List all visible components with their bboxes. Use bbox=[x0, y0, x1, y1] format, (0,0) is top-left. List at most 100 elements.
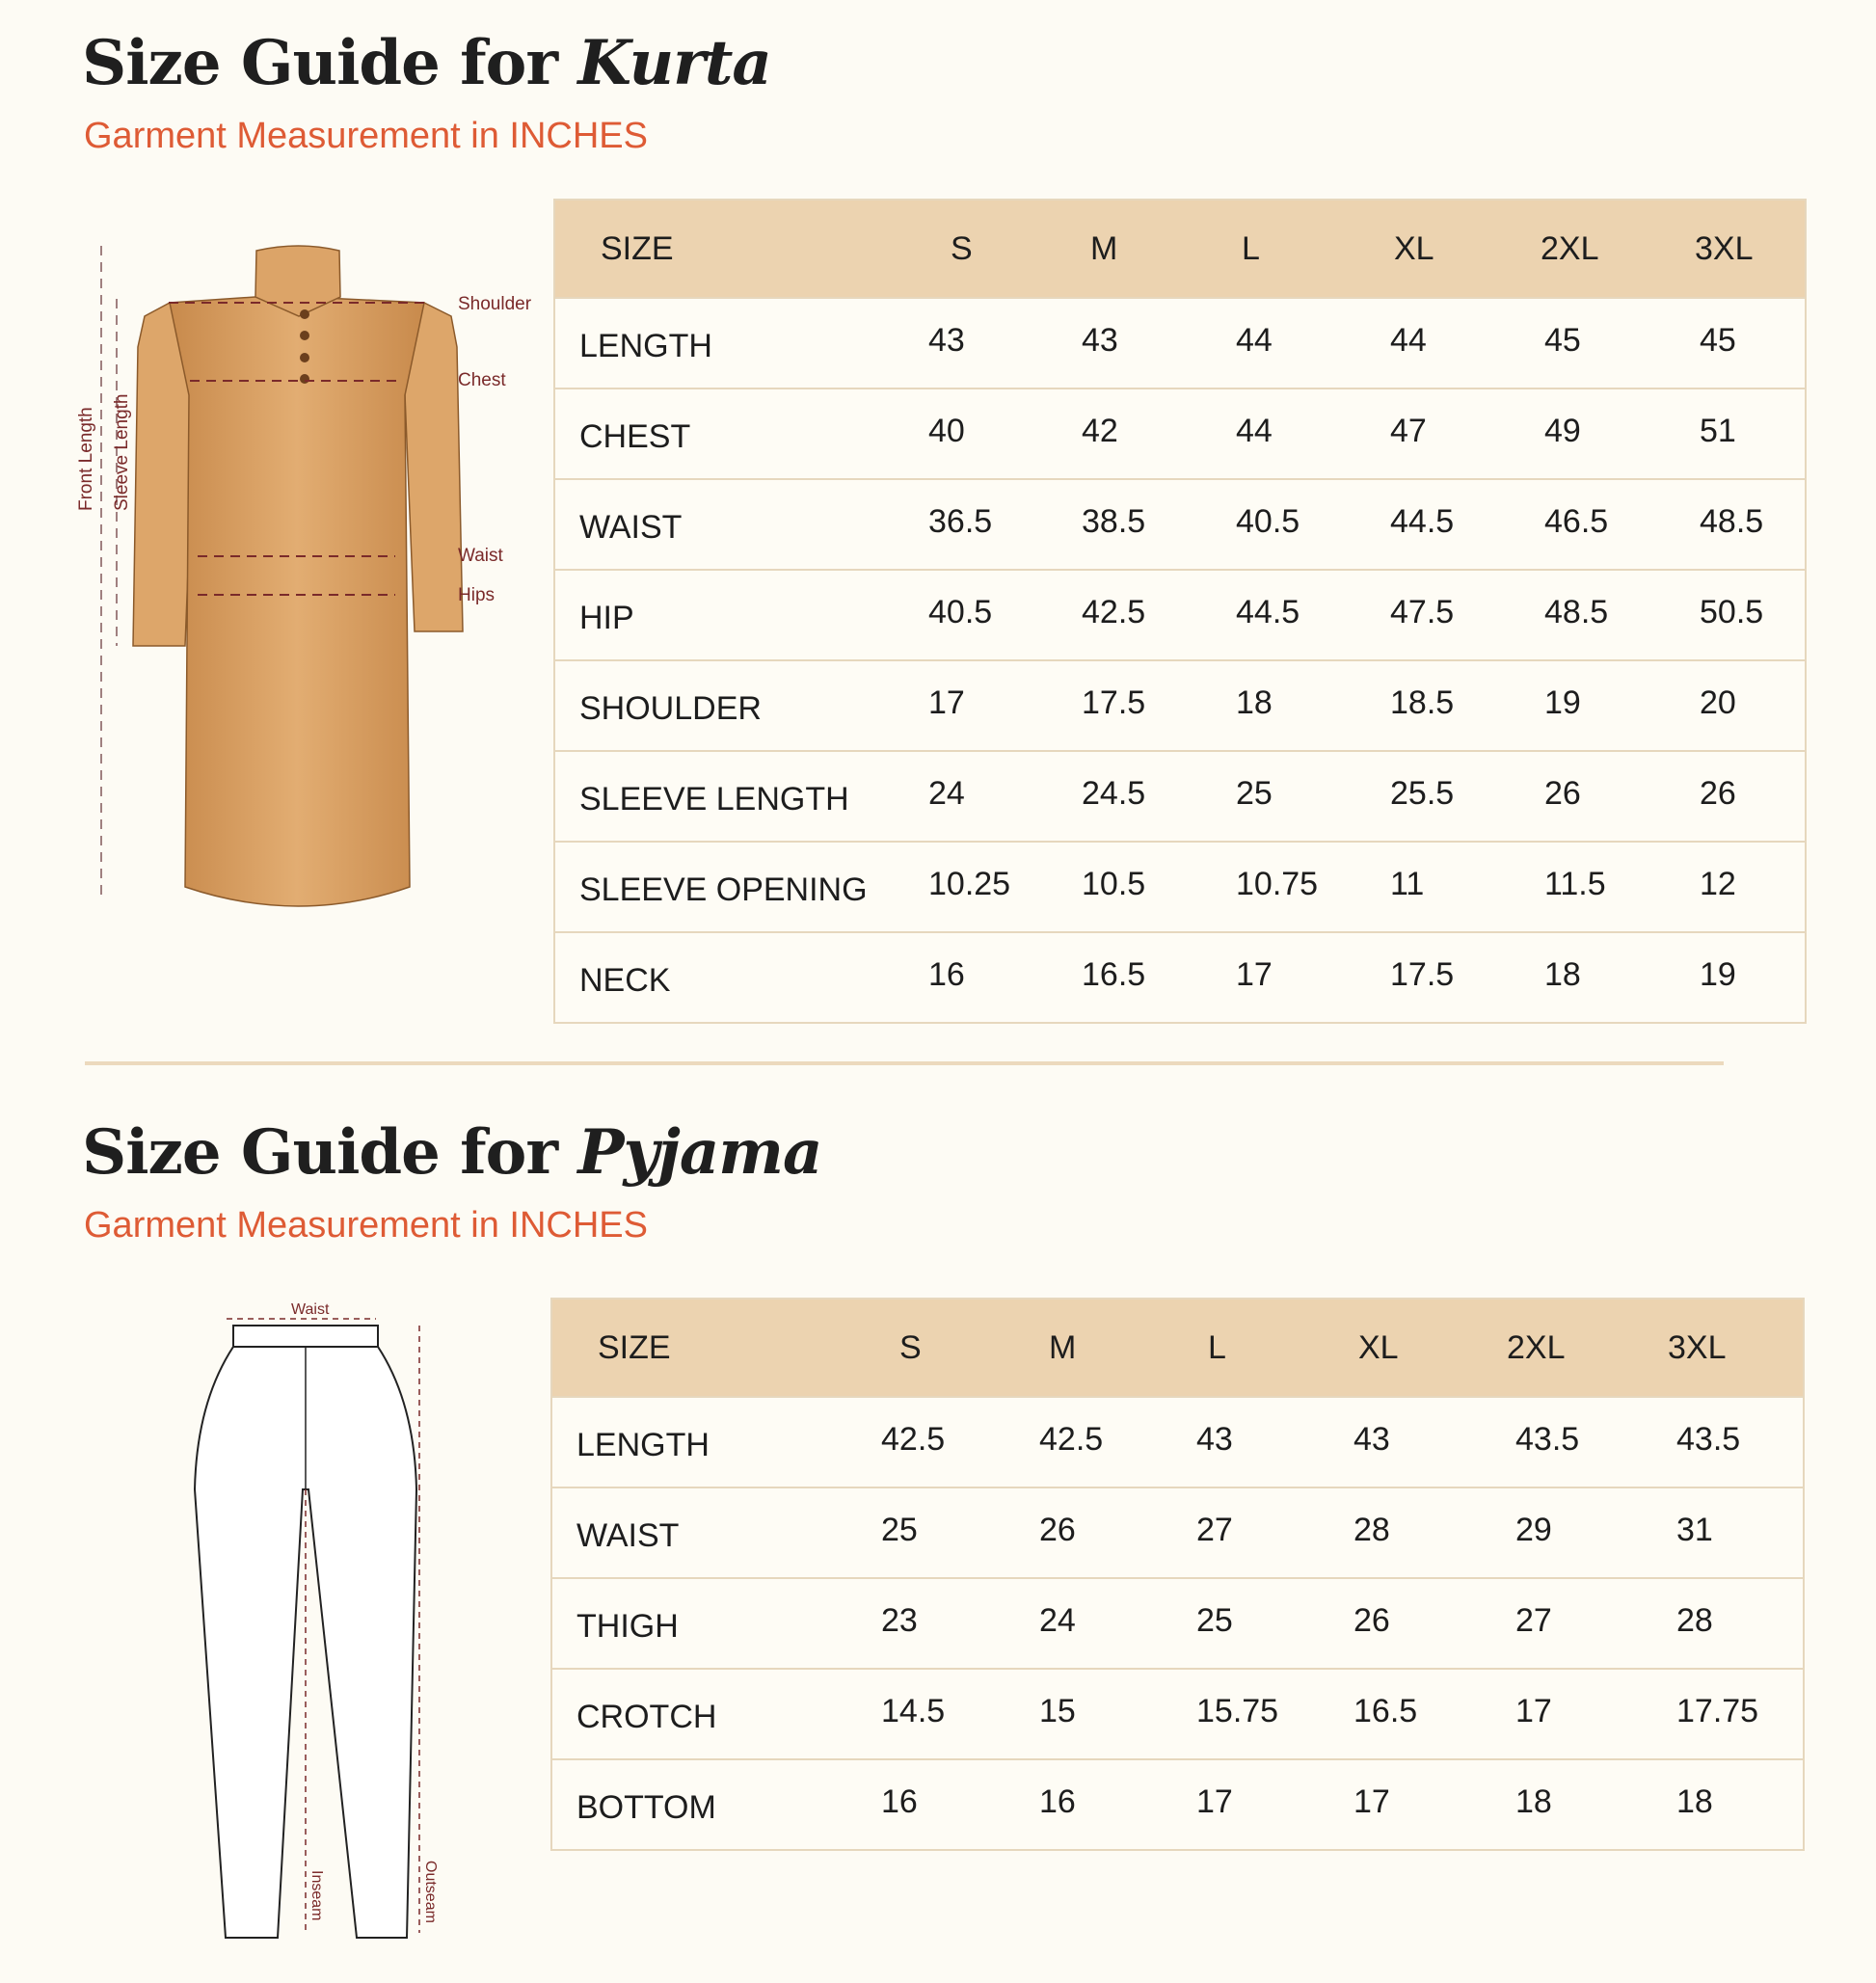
measurement-cell: 47 bbox=[1390, 413, 1427, 449]
measurement-cell: 16 bbox=[881, 1783, 918, 1820]
table-row: NECK 16 16.5 17 17.5 18 19 bbox=[555, 933, 1805, 1022]
kurta-title: Size Guide for Kurta bbox=[82, 27, 772, 99]
size-header: 2XL bbox=[1541, 230, 1599, 267]
measurement-cell: 44 bbox=[1236, 413, 1273, 449]
header-row: SIZE S M L XL 2XL 3XL bbox=[552, 1300, 1803, 1398]
label-sleeve-length: Sleeve Length bbox=[112, 394, 132, 512]
measurement-cell: 26 bbox=[1700, 775, 1736, 812]
size-header: M bbox=[1049, 1329, 1077, 1366]
row-label: BOTTOM bbox=[576, 1789, 716, 1826]
measurement-cell: 17.5 bbox=[1082, 684, 1146, 721]
measurement-cell: 15 bbox=[1039, 1693, 1076, 1729]
size-header: S bbox=[899, 1329, 922, 1366]
label-waist: Waist bbox=[291, 1301, 330, 1318]
measurement-cell: 28 bbox=[1353, 1512, 1390, 1548]
measurement-cell: 38.5 bbox=[1082, 503, 1146, 540]
measurement-cell: 14.5 bbox=[881, 1693, 946, 1729]
measurement-cell: 43 bbox=[1196, 1421, 1233, 1458]
measurement-cell: 45 bbox=[1544, 322, 1581, 359]
row-label: SLEEVE LENGTH bbox=[579, 781, 849, 817]
measurement-cell: 45 bbox=[1700, 322, 1736, 359]
measurement-cell: 43 bbox=[1353, 1421, 1390, 1458]
measurement-cell: 26 bbox=[1039, 1512, 1076, 1548]
measurement-cell: 15.75 bbox=[1196, 1693, 1279, 1729]
label-hips: Hips bbox=[458, 585, 495, 605]
measurement-cell: 28 bbox=[1676, 1602, 1713, 1639]
table-row: WAIST 25 26 27 28 29 31 bbox=[552, 1488, 1803, 1579]
kurta-subtitle: Garment Measurement in INCHES bbox=[84, 116, 648, 156]
measurement-cell: 40 bbox=[928, 413, 965, 449]
measurement-cell: 25 bbox=[1236, 775, 1273, 812]
pyjama-title: Size Guide for Pyjama bbox=[82, 1116, 822, 1189]
measurement-cell: 18.5 bbox=[1390, 684, 1455, 721]
label-outseam: Outseam bbox=[422, 1861, 439, 1923]
size-column-header: SIZE bbox=[598, 1329, 671, 1366]
row-label: WAIST bbox=[576, 1517, 680, 1554]
measurement-cell: 10.5 bbox=[1082, 866, 1146, 902]
size-header: 3XL bbox=[1695, 230, 1754, 267]
size-header: XL bbox=[1394, 230, 1434, 267]
measurement-cell: 50.5 bbox=[1700, 594, 1764, 630]
size-header: XL bbox=[1358, 1329, 1399, 1366]
measurement-cell: 20 bbox=[1700, 684, 1736, 721]
measurement-cell: 26 bbox=[1353, 1602, 1390, 1639]
measurement-cell: 43.5 bbox=[1515, 1421, 1580, 1458]
measurement-cell: 19 bbox=[1544, 684, 1581, 721]
row-label: SHOULDER bbox=[579, 690, 762, 727]
measurement-cell: 11 bbox=[1390, 866, 1425, 902]
size-header: 2XL bbox=[1507, 1329, 1566, 1366]
measurement-cell: 19 bbox=[1700, 956, 1736, 993]
row-label: CROTCH bbox=[576, 1699, 717, 1735]
measurement-cell: 48.5 bbox=[1700, 503, 1764, 540]
measurement-cell: 29 bbox=[1515, 1512, 1552, 1548]
pyjama-subtitle: Garment Measurement in INCHES bbox=[84, 1205, 648, 1246]
measurement-cell: 18 bbox=[1236, 684, 1273, 721]
row-label: WAIST bbox=[579, 509, 683, 546]
measurement-cell: 51 bbox=[1700, 413, 1736, 449]
measurement-cell: 18 bbox=[1544, 956, 1581, 993]
label-front-length: Front Length bbox=[76, 407, 96, 511]
measurement-cell: 18 bbox=[1515, 1783, 1552, 1820]
measurement-cell: 17 bbox=[1236, 956, 1273, 993]
label-shoulder: Shoulder bbox=[458, 294, 532, 314]
label-inseam: Inseam bbox=[308, 1870, 325, 1920]
measurement-cell: 10.25 bbox=[928, 866, 1011, 902]
row-label: THIGH bbox=[576, 1608, 679, 1645]
measurement-cell: 11.5 bbox=[1544, 866, 1606, 902]
measurement-cell: 24 bbox=[1039, 1602, 1076, 1639]
measurement-cell: 17 bbox=[1196, 1783, 1233, 1820]
table-row: CHEST 40 42 44 47 49 51 bbox=[555, 389, 1805, 480]
table-row: SLEEVE LENGTH 24 24.5 25 25.5 26 26 bbox=[555, 752, 1805, 843]
measurement-cell: 24.5 bbox=[1082, 775, 1146, 812]
kurta-size-table: SIZE S M L XL 2XL 3XL LENGTH 43 43 44 44 45 45 CHEST 40… bbox=[553, 199, 1807, 1024]
measurement-cell: 48.5 bbox=[1544, 594, 1609, 630]
measurement-cell: 31 bbox=[1676, 1512, 1713, 1548]
measurement-cell: 16 bbox=[928, 956, 965, 993]
size-header: M bbox=[1090, 230, 1118, 267]
measurement-cell: 42.5 bbox=[1039, 1421, 1104, 1458]
measurement-cell: 44.5 bbox=[1236, 594, 1300, 630]
size-column-header: SIZE bbox=[601, 230, 674, 267]
size-header: L bbox=[1242, 230, 1260, 267]
pyjama-diagram: Waist Inseam Outseam bbox=[193, 1301, 439, 1939]
measurement-cell: 43 bbox=[1082, 322, 1118, 359]
measurement-cell: 44 bbox=[1390, 322, 1427, 359]
table-row: BOTTOM 16 16 17 17 18 18 bbox=[552, 1760, 1803, 1849]
kurta-diagram: Shoulder Chest Waist Hips Front Length S… bbox=[76, 245, 532, 907]
section-divider bbox=[85, 1061, 1724, 1065]
table-row: LENGTH 43 43 44 44 45 45 bbox=[555, 299, 1805, 389]
measurement-cell: 40.5 bbox=[1236, 503, 1300, 540]
measurement-cell: 17 bbox=[1515, 1693, 1552, 1729]
table-row: SHOULDER 17 17.5 18 18.5 19 20 bbox=[555, 661, 1805, 752]
measurement-cell: 47.5 bbox=[1390, 594, 1455, 630]
header-row: SIZE S M L XL 2XL 3XL bbox=[555, 201, 1805, 299]
table-row: LENGTH 42.5 42.5 43 43 43.5 43.5 bbox=[552, 1398, 1803, 1488]
measurement-cell: 17 bbox=[1353, 1783, 1390, 1820]
table-row: WAIST 36.5 38.5 40.5 44.5 46.5 48.5 bbox=[555, 480, 1805, 571]
measurement-cell: 40.5 bbox=[928, 594, 993, 630]
table-row: THIGH 23 24 25 26 27 28 bbox=[552, 1579, 1803, 1670]
measurement-cell: 16.5 bbox=[1082, 956, 1146, 993]
measurement-cell: 42 bbox=[1082, 413, 1118, 449]
measurement-cell: 46.5 bbox=[1544, 503, 1609, 540]
measurement-cell: 12 bbox=[1700, 866, 1736, 902]
